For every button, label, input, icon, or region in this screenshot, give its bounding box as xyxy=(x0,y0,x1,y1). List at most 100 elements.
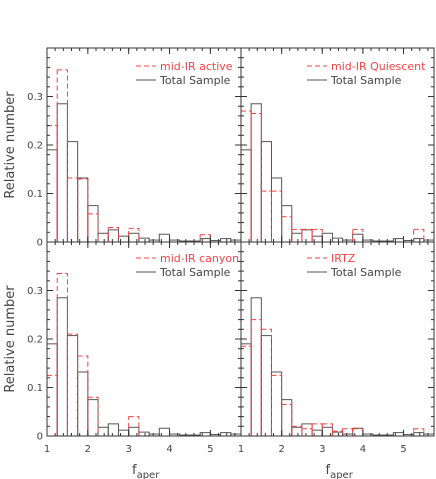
x-tick-label: 4 xyxy=(360,444,366,455)
histogram-bar xyxy=(281,205,293,243)
histogram-bar xyxy=(128,426,140,437)
histogram-bar xyxy=(66,177,79,243)
histogram-bar xyxy=(97,426,109,437)
x-tick-label: 1 xyxy=(238,444,244,455)
histogram-bar xyxy=(321,426,333,437)
histogram-bar xyxy=(250,297,262,437)
histogram-bar xyxy=(250,319,262,437)
histogram-bar xyxy=(138,431,150,437)
histogram-bar xyxy=(311,429,323,437)
histogram-bar xyxy=(331,237,344,243)
histogram-bar xyxy=(158,233,171,243)
y-axis-label: Relative number xyxy=(3,91,18,199)
y-tick-label: 0.1 xyxy=(27,189,43,200)
histogram-bar xyxy=(199,238,211,243)
histogram-bar xyxy=(301,428,313,437)
histogram-bar xyxy=(352,233,364,243)
histogram-bar xyxy=(352,228,364,243)
histogram-bar xyxy=(220,432,232,437)
histogram-bar xyxy=(87,399,99,437)
histogram-bar xyxy=(128,227,140,243)
histogram-bar xyxy=(46,374,58,437)
x-tick-label: 5 xyxy=(400,444,406,455)
histogram-bar xyxy=(260,328,272,437)
histogram-bar xyxy=(291,228,303,243)
x-tick-label: 2 xyxy=(85,444,91,455)
histogram-bar xyxy=(199,432,211,437)
histogram-bar xyxy=(128,416,140,437)
series-total-sample xyxy=(46,103,242,243)
legend-label-subsample: mid-IR canyon xyxy=(160,252,239,265)
series-subsample xyxy=(240,319,425,437)
histogram-bar xyxy=(56,69,68,243)
histogram-bar xyxy=(270,177,283,243)
histogram-bar xyxy=(342,428,354,437)
histogram-bar xyxy=(240,343,252,437)
x-tick-label: 3 xyxy=(125,444,131,455)
histogram-bar xyxy=(107,226,119,243)
series-total-sample xyxy=(46,297,242,437)
histogram-bar xyxy=(56,297,68,437)
series-total-sample xyxy=(240,297,435,437)
legend-label-total: Total Sample xyxy=(330,74,402,87)
x-tick-label: 5 xyxy=(207,444,213,455)
series-subsample xyxy=(240,110,425,243)
histogram-bar xyxy=(107,423,119,437)
x-tick-label: 4 xyxy=(166,444,172,455)
histogram-bar xyxy=(331,431,344,437)
y-tick-label: 0 xyxy=(37,432,43,443)
histogram-bar xyxy=(291,426,303,437)
legend-label-total: Total Sample xyxy=(159,74,231,87)
series-subsample xyxy=(46,69,211,243)
histogram-bar xyxy=(392,432,405,437)
histogram-bar xyxy=(117,429,130,437)
histogram-bar xyxy=(240,345,252,437)
histogram-bar xyxy=(138,237,150,243)
panel-top-left: 0 0.1 0.2 0.3 Relative number mid-IR activeTo… xyxy=(3,47,242,249)
legend-label-total: Total Sample xyxy=(159,266,231,279)
histogram-bar xyxy=(413,432,425,437)
histogram-bar xyxy=(352,428,364,437)
histogram-bar xyxy=(392,238,405,243)
histogram-bar xyxy=(66,335,79,437)
histogram-bar xyxy=(77,177,89,243)
histogram-bar xyxy=(270,374,283,437)
histogram-bar xyxy=(270,371,283,437)
histogram-bar xyxy=(281,216,293,243)
histogram-bar xyxy=(281,399,293,437)
panel-bottom-left: 0 0.1 0.2 0.3 1 2 3 4 5 Relative number faper mid-I… xyxy=(3,241,242,479)
histogram-bar xyxy=(220,238,232,243)
y-tick-label: 0.2 xyxy=(27,141,43,152)
histogram-bar xyxy=(311,235,323,243)
histogram-bar xyxy=(107,229,119,243)
histogram-bar xyxy=(281,403,293,437)
y-tick-label: 0.3 xyxy=(27,286,43,297)
histogram-bar xyxy=(97,232,109,243)
y-tick-label: 0.3 xyxy=(27,92,43,103)
histogram-bar xyxy=(250,112,262,243)
legend-label-subsample: IRTZ xyxy=(331,252,356,265)
histogram-bar xyxy=(270,190,283,243)
x-axis-label: faper xyxy=(326,463,354,479)
histogram-bar xyxy=(77,355,89,437)
histogram-bar xyxy=(87,205,99,243)
histogram-bar xyxy=(301,228,313,243)
histogram-bar xyxy=(77,178,89,243)
y-axis-label: Relative number xyxy=(3,285,18,393)
histogram-bar xyxy=(321,423,333,437)
histogram-bar xyxy=(413,228,425,243)
histogram-bar xyxy=(301,229,313,243)
legend-label-subsample: mid-IR Quiescent xyxy=(331,60,426,73)
histogram-bar xyxy=(260,190,272,243)
x-tick-label: 2 xyxy=(278,444,284,455)
histogram-bar xyxy=(260,335,272,437)
histogram-bar xyxy=(158,427,171,437)
legend-label-total: Total Sample xyxy=(330,266,402,279)
histogram-bar xyxy=(301,423,313,437)
histogram-bar xyxy=(77,371,89,437)
histogram-bar xyxy=(87,213,99,243)
histogram-bar xyxy=(413,238,425,243)
